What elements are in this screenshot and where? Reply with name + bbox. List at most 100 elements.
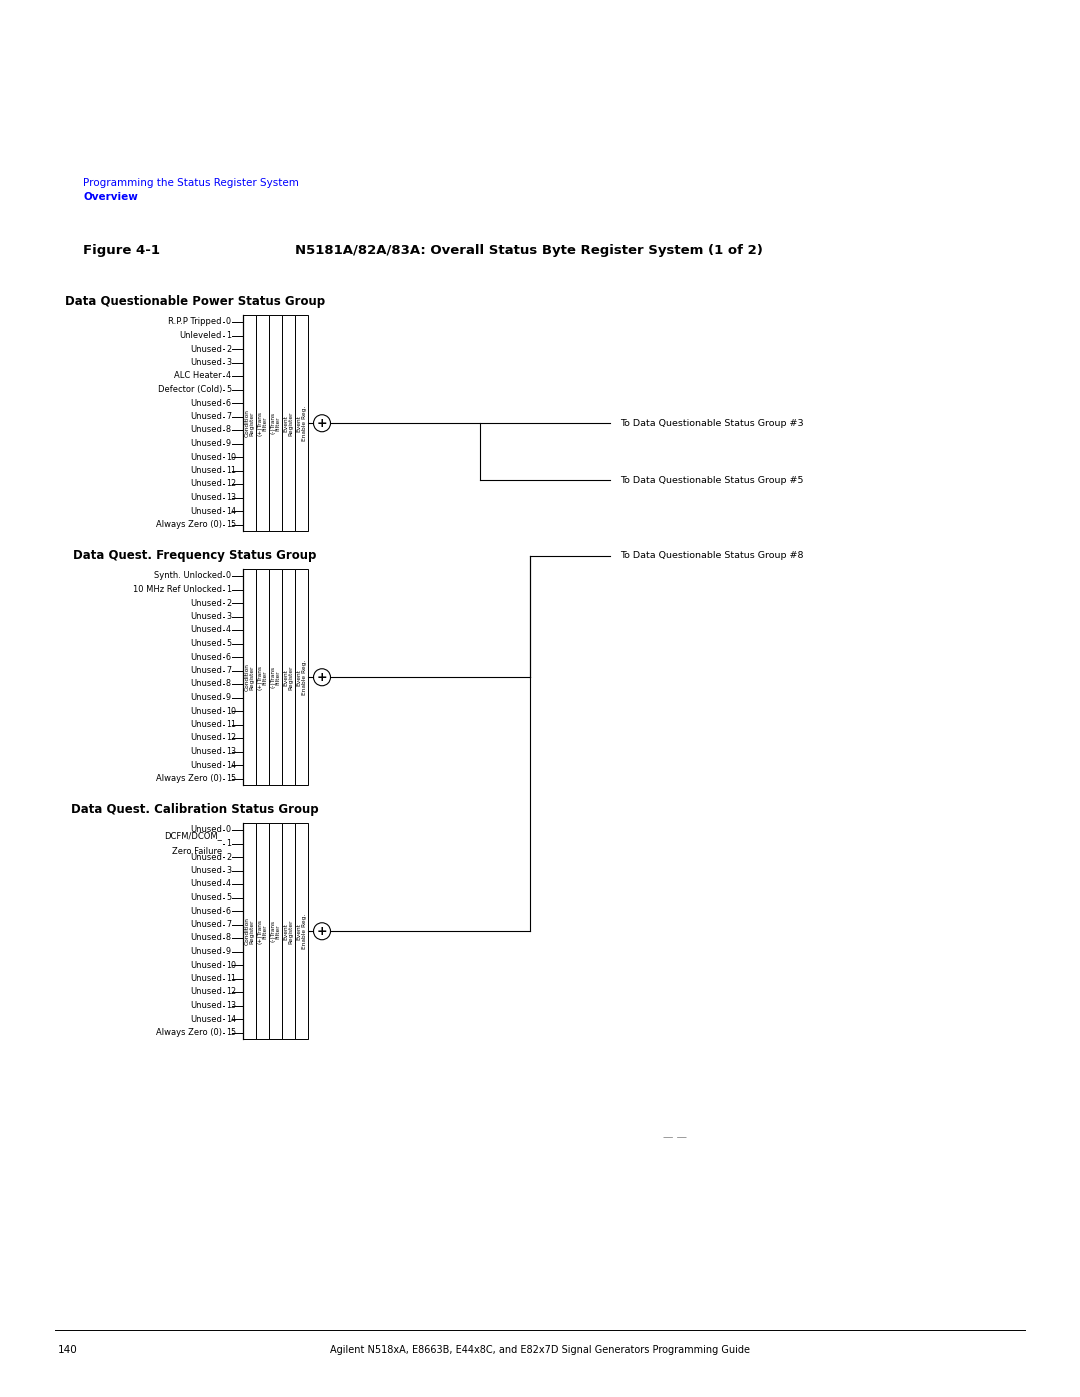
Bar [243,569,256,785]
Text: Unused: Unused [190,598,222,608]
Text: 7: 7 [226,921,231,929]
Text: Condition
Register: Condition Register [244,664,255,692]
Text: Unused: Unused [190,866,222,875]
Text: Unused: Unused [190,880,222,888]
Bar [256,316,269,531]
Text: 0: 0 [226,571,231,581]
Text: To Data Questionable Status Group #8: To Data Questionable Status Group #8 [620,552,804,560]
Text: 3: 3 [226,612,231,622]
Text: 4: 4 [226,880,231,888]
Text: Unused: Unused [190,893,222,902]
Text: Unused: Unused [190,679,222,689]
Text: 9: 9 [226,947,231,956]
Text: 5: 5 [226,893,231,902]
Text: 3: 3 [226,866,231,875]
Text: Unused: Unused [190,439,222,448]
Text: Unused: Unused [190,707,222,715]
Text: Unused: Unused [190,747,222,756]
Text: Overview: Overview [83,191,138,203]
Text: 9: 9 [226,439,231,448]
Text: 9: 9 [226,693,231,703]
Text: +: + [316,925,327,937]
Text: To Data Questionable Status Group #3: To Data Questionable Status Group #3 [620,419,804,427]
Text: 8: 8 [226,679,231,689]
Bar [295,316,308,531]
Text: 6: 6 [226,907,231,915]
Text: Unused: Unused [190,666,222,675]
Text: Unused: Unused [190,693,222,703]
Text: 6: 6 [226,398,231,408]
Text: Zero Failure: Zero Failure [172,847,222,855]
Text: (+)Trans
Filter: (+)Trans Filter [257,665,268,690]
Text: 1: 1 [226,331,231,339]
Text: 140: 140 [58,1345,78,1355]
Text: Unused: Unused [190,1002,222,1010]
Text: 2: 2 [226,598,231,608]
Text: 12: 12 [226,733,237,742]
Text: (-)Trans
Filter: (-)Trans Filter [270,921,281,943]
Text: Unused: Unused [190,652,222,662]
Text: Event
Enable Reg.: Event Enable Reg. [296,659,307,694]
Bar [243,823,256,1039]
Text: 3: 3 [226,358,231,367]
Text: 8: 8 [226,933,231,943]
Text: 4: 4 [226,626,231,634]
Text: Unused: Unused [190,626,222,634]
Text: Unused: Unused [190,961,222,970]
Text: Data Quest. Frequency Status Group: Data Quest. Frequency Status Group [73,549,316,562]
Text: 15: 15 [226,520,237,529]
Text: 0: 0 [226,317,231,327]
Circle shape [313,669,330,686]
Text: Unused: Unused [190,453,222,461]
Text: Unused: Unused [190,507,222,515]
Text: 10 MHz Ref Unlocked: 10 MHz Ref Unlocked [133,585,222,594]
Bar [256,823,269,1039]
Text: Unused: Unused [190,358,222,367]
Text: — —: — — [663,1132,687,1141]
Bar [256,569,269,785]
Text: 11: 11 [226,719,237,729]
Text: 15: 15 [226,774,237,782]
Text: Always Zero (0): Always Zero (0) [156,1028,222,1037]
Text: 6: 6 [226,652,231,662]
Text: Always Zero (0): Always Zero (0) [156,520,222,529]
Text: +: + [316,416,327,430]
Text: 5: 5 [226,638,231,648]
Text: Unused: Unused [190,921,222,929]
Text: Unused: Unused [190,907,222,915]
Text: 13: 13 [226,493,237,502]
Text: (-)Trans
Filter: (-)Trans Filter [270,666,281,689]
Text: Unused: Unused [190,1014,222,1024]
Text: Synth. Unlocked: Synth. Unlocked [153,571,222,581]
Text: 13: 13 [226,1002,237,1010]
Text: Defector (Cold): Defector (Cold) [158,386,222,394]
Text: Event
Enable Reg.: Event Enable Reg. [296,405,307,441]
Text: Programming the Status Register System: Programming the Status Register System [83,177,299,189]
Text: Unused: Unused [190,947,222,956]
Text: Condition
Register: Condition Register [244,409,255,437]
Text: Unused: Unused [190,493,222,502]
Text: Unused: Unused [190,733,222,742]
Text: Unused: Unused [190,719,222,729]
Text: 4: 4 [226,372,231,380]
Text: 10: 10 [226,453,237,461]
Text: 11: 11 [226,974,237,983]
Text: +: + [316,671,327,683]
Text: Event
Enable Reg.: Event Enable Reg. [296,914,307,949]
Text: Unused: Unused [190,345,222,353]
Text: (-)Trans
Filter: (-)Trans Filter [270,412,281,434]
Text: Always Zero (0): Always Zero (0) [156,774,222,782]
Text: (+)Trans
Filter: (+)Trans Filter [257,919,268,944]
Text: Data Questionable Power Status Group: Data Questionable Power Status Group [65,295,325,307]
Text: Data Quest. Calibration Status Group: Data Quest. Calibration Status Group [71,803,319,816]
Text: 13: 13 [226,747,237,756]
Bar [282,823,295,1039]
Text: 8: 8 [226,426,231,434]
Text: ALC Heater: ALC Heater [174,372,222,380]
Text: Unused: Unused [190,852,222,862]
Text: Unused: Unused [190,612,222,622]
Text: R.P.P Tripped: R.P.P Tripped [168,317,222,327]
Bar [243,316,256,531]
Text: 15: 15 [226,1028,237,1037]
Text: 7: 7 [226,412,231,420]
